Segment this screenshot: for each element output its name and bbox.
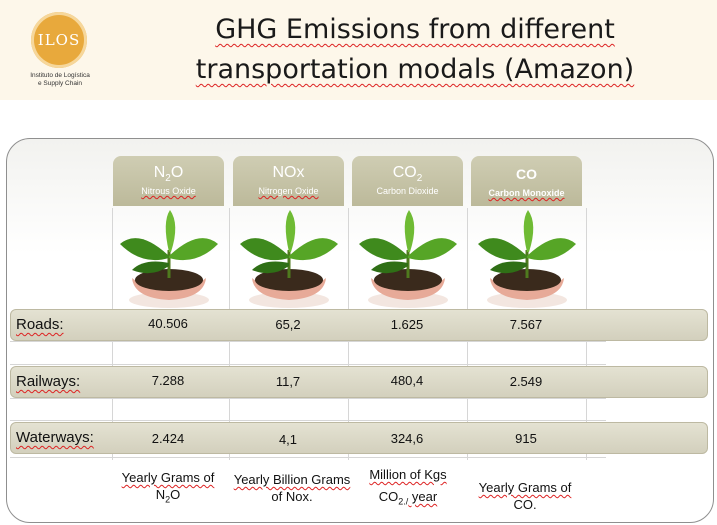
grid-line <box>10 341 606 342</box>
value-roads-co2: 1.625 <box>390 317 424 332</box>
plant-in-hands-icon <box>120 210 218 308</box>
plant-in-hands-icon <box>359 210 457 308</box>
title-line1: GHG Emissions from different <box>215 14 615 45</box>
gas-formula: NOx <box>272 164 305 181</box>
gas-header-co2: CO2 Carbon Dioxide <box>352 156 463 206</box>
logo-circle: ILOS <box>31 12 87 68</box>
slide-header: ILOS Instituto de Logística e Supply Cha… <box>0 0 717 100</box>
row-label-roads: Roads: <box>16 316 64 333</box>
row-band-waterways <box>10 422 708 454</box>
grid-line <box>10 398 606 399</box>
value-railways-co2: 480,4 <box>390 373 424 388</box>
grid-line <box>10 457 606 458</box>
logo-caption: Instituto de Logística e Supply Chain <box>14 72 106 88</box>
value-railways-co: 2.549 <box>509 374 543 389</box>
gas-header-co: CO Carbon Monoxide <box>471 156 582 206</box>
plant-in-hands-icon <box>478 210 576 308</box>
gas-formula: CO2 <box>392 164 423 185</box>
grid-line <box>10 420 606 421</box>
logo-caption-line2: e Supply Chain <box>37 80 83 87</box>
row-band-railways <box>10 366 708 398</box>
gas-header-n2o: N2O Nitrous Oxide <box>113 156 224 206</box>
grid-line <box>10 364 606 365</box>
gas-formula: CO <box>516 166 537 182</box>
title-line2: transportation modals (Amazon) <box>195 54 635 85</box>
gas-name: Carbon Monoxide <box>488 187 565 198</box>
row-label-waterways: Waterways: <box>16 429 94 446</box>
ilos-logo: ILOS Instituto de Logística e Supply Cha… <box>14 12 106 92</box>
row-label-railways: Railways: <box>16 373 81 390</box>
value-waterways-nox: 4,1 <box>278 432 298 447</box>
unit-caption-co2: Million of Kgs CO2./ year <box>369 467 447 507</box>
value-roads-n2o: 40.506 <box>148 316 188 331</box>
value-railways-n2o: 7.288 <box>151 373 185 388</box>
row-band-roads <box>10 309 708 341</box>
unit-caption-nox: Yearly Billion Grams of Nox. <box>233 472 351 504</box>
value-waterways-co2: 324,6 <box>390 431 424 446</box>
gas-name: Nitrogen Oxide <box>258 186 319 197</box>
gas-header-nox: NOx Nitrogen Oxide <box>233 156 344 206</box>
value-waterways-n2o: 2.424 <box>151 431 185 446</box>
value-waterways-co: 915 <box>515 431 537 446</box>
value-roads-nox: 65,2 <box>275 317 301 332</box>
logo-caption-line1: Instituto de Logística <box>30 72 90 79</box>
value-roads-co: 7.567 <box>509 317 543 332</box>
unit-caption-n2o: Yearly Grams of N2O <box>121 470 215 505</box>
gas-name: Carbon Dioxide <box>376 186 439 197</box>
page-title: GHG Emissions from different transportat… <box>120 10 710 90</box>
gas-name: Nitrous Oxide <box>141 186 196 197</box>
logo-mark: ILOS <box>37 31 81 49</box>
unit-caption-co: Yearly Grams of CO. <box>478 480 572 512</box>
gas-formula: N2O <box>153 164 184 185</box>
plant-in-hands-icon <box>240 210 338 308</box>
value-railways-nox: 11,7 <box>275 374 301 389</box>
